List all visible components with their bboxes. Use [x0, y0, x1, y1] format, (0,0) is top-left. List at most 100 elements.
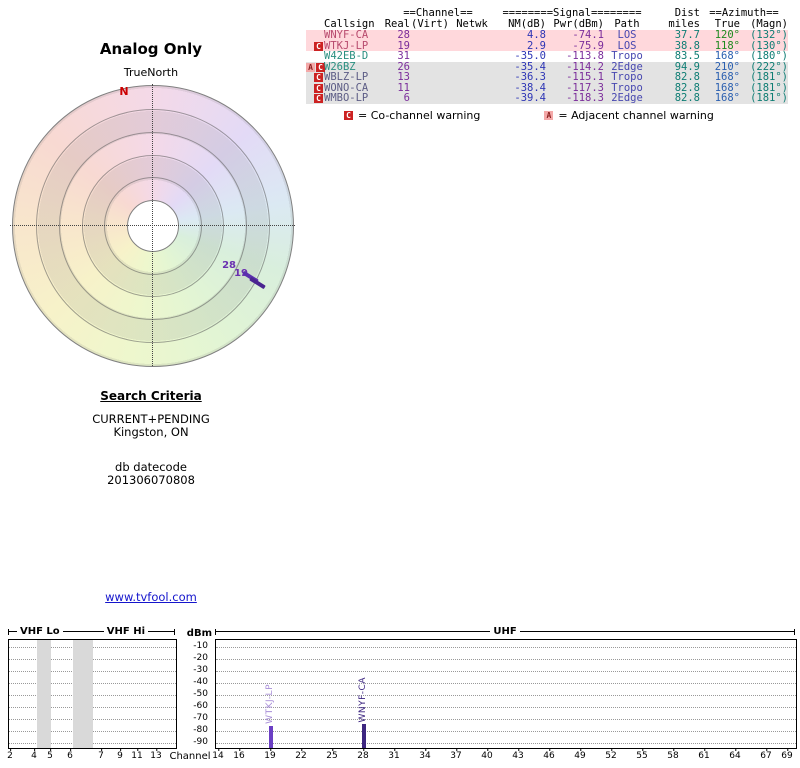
search-criteria-mode: CURRENT+PENDING — [92, 412, 210, 426]
distance-miles: 82.8 — [674, 92, 700, 104]
x-tick: 11 — [131, 748, 143, 761]
signal-strength-chart: VHF Lo VHF Hi dBm UHF -10 -20 -30 -40 -5… — [0, 625, 800, 768]
col-netwk: Netwk — [456, 18, 488, 30]
col-miles: miles — [668, 18, 700, 30]
azimuth-magnetic: (181°) — [750, 71, 788, 83]
noise-margin: -35.4 — [514, 60, 546, 73]
bracket-tick — [174, 629, 175, 635]
group-header-azimuth: ==Azimuth== — [709, 7, 779, 19]
db-datecode-value: 201306070808 — [107, 473, 195, 487]
azimuth-true: 168° — [714, 71, 740, 83]
table-row: WNYF-CA 28 4.8 -74.1 LOS 37.7 120° (132°… — [306, 30, 788, 41]
power-dbm: -113.8 — [566, 50, 604, 62]
noise-margin: -35.0 — [514, 50, 546, 62]
azimuth-true: 118° — [714, 39, 740, 52]
power-dbm: -118.3 — [566, 92, 604, 104]
table-row: W42EB-D 31 -35.0 -113.8 Tropo 83.5 168° … — [306, 51, 788, 62]
station-table: ==Channel== ========Signal======== Dist … — [306, 8, 788, 122]
distance-ring — [59, 132, 247, 320]
distance-miles: 82.8 — [674, 71, 700, 83]
bracket-line — [62, 631, 104, 633]
power-dbm: -75.9 — [572, 39, 604, 52]
real-channel: 6 — [403, 92, 410, 104]
x-tick: 49 — [574, 748, 586, 761]
co-channel-warning-badge: C — [314, 41, 323, 51]
path: Tropo — [611, 71, 643, 83]
station-marker-label: 19 — [234, 268, 248, 279]
x-tick: 25 — [326, 748, 338, 761]
callsign: WONO-CA — [324, 81, 369, 94]
x-tick: 7 — [98, 748, 104, 761]
bracket-line — [9, 631, 17, 633]
real-channel: 28 — [397, 29, 410, 41]
azimuth-magnetic: (130°) — [750, 39, 788, 52]
power-dbm: -115.1 — [566, 71, 604, 83]
distance-ring — [82, 155, 224, 297]
adjacent-warning-badge: A — [306, 62, 315, 72]
distance-ring — [104, 177, 202, 275]
distance-miles: 37.7 — [674, 29, 700, 41]
table-row: C WBLZ-LP 13 -36.3 -115.1 Tropo 82.8 168… — [306, 72, 788, 83]
uhf-label: UHF — [493, 626, 517, 637]
table-row: C WONO-CA 11 -38.4 -117.3 Tropo 82.8 168… — [306, 81, 788, 94]
real-channel: 19 — [397, 39, 410, 52]
x-tick: 43 — [512, 748, 524, 761]
x-tick: 61 — [698, 748, 710, 761]
azimuth-magnetic: (222°) — [750, 60, 788, 73]
co-channel-warning-badge: C — [314, 73, 323, 82]
gridline — [216, 683, 796, 684]
group-header-dist: Dist — [674, 7, 700, 19]
distance-miles: 94.9 — [674, 60, 700, 73]
bracket-line — [148, 631, 174, 633]
gridline — [216, 659, 796, 660]
azimuth-magnetic: (181°) — [750, 92, 788, 104]
signal-bar — [362, 724, 366, 748]
noise-margin: -38.4 — [514, 81, 546, 94]
path: Tropo — [611, 81, 643, 94]
gridline — [216, 743, 796, 744]
vhf-x-axis: 2 4 5 6 7 9 11 13 — [7, 748, 175, 762]
true-north-label: TrueNorth — [123, 66, 179, 79]
radar-center-circle — [127, 200, 179, 252]
db-datecode-label: db datecode — [115, 460, 187, 474]
co-channel-warning-badge: C — [316, 62, 325, 72]
x-tick: 40 — [481, 748, 493, 761]
gridline — [216, 647, 796, 648]
col-path: Path — [614, 18, 640, 30]
azimuth-true: 168° — [714, 81, 740, 94]
azimuth-true: 120° — [714, 29, 740, 41]
path: Tropo — [611, 50, 643, 62]
x-axis-label: Channel — [169, 751, 211, 762]
plot-title: Analog Only — [99, 40, 203, 58]
y-tick: -40 — [193, 677, 208, 687]
x-tick: 58 — [667, 748, 679, 761]
distance-ring — [36, 109, 270, 343]
y-tick: -30 — [193, 665, 208, 675]
vhf-hi-label: VHF Hi — [106, 626, 145, 637]
x-tick: 9 — [117, 748, 123, 761]
group-header-channel: ==Channel== — [403, 7, 473, 19]
vhf-lo-label: VHF Lo — [20, 626, 60, 637]
table-column-header: Callsign Real (Virt) Netwk NM(dB) Pwr(dB… — [306, 19, 788, 30]
callsign: W26BZ — [324, 60, 356, 73]
gridline — [216, 731, 796, 732]
col-real: Real — [384, 18, 410, 30]
co-channel-legend-text: = Co-channel warning — [358, 108, 481, 122]
x-tick: 37 — [450, 748, 462, 761]
x-tick: 28 — [357, 748, 369, 761]
callsign: W42EB-D — [324, 50, 369, 62]
callsign: WMBO-LP — [324, 92, 369, 104]
x-tick: 22 — [295, 748, 307, 761]
co-channel-warning-badge: C — [314, 94, 323, 103]
search-criteria-location: Kingston, ON — [113, 425, 189, 439]
noise-margin: -39.4 — [514, 92, 546, 104]
bracket-line — [519, 631, 795, 633]
real-channel: 11 — [397, 81, 410, 94]
power-dbm: -74.1 — [572, 29, 604, 41]
callsign: WBLZ-LP — [324, 71, 369, 83]
table-row: C WTKJ-LP 19 2.9 -75.9 LOS 38.8 118° (13… — [306, 39, 788, 52]
x-tick: 69 — [781, 748, 793, 761]
distance-miles: 38.8 — [674, 39, 700, 52]
adjacent-legend-text: = Adjacent channel warning — [558, 108, 714, 122]
tvfool-link[interactable]: www.tvfool.com — [105, 590, 197, 604]
